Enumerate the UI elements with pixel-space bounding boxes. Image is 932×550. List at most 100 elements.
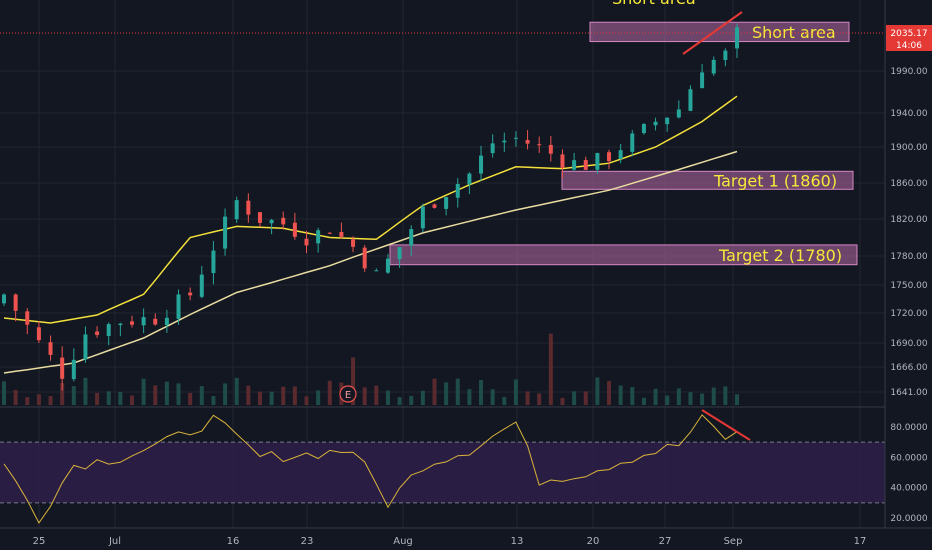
candle-body [479,155,484,174]
time-tick-label: 20 [587,536,600,547]
candle-body [164,317,169,326]
candle-body [13,294,18,311]
volume-bar [583,391,588,405]
volume-bar [25,397,30,405]
volume-bar [537,393,542,405]
volume-bar [409,395,414,405]
candle-body [653,121,658,126]
candle-body [292,222,297,237]
target1-zone[interactable]: Target 1 (1860) [561,170,854,190]
volume-bar [455,378,460,405]
volume-bar [618,385,623,405]
short-zone-label: Short area [752,23,836,42]
candle-body [595,153,600,170]
time-tick-label: Aug [393,536,413,547]
time-tick-label: 23 [301,536,314,547]
volume-bar [304,396,309,405]
candle-body [188,292,193,296]
volume-bar [176,383,181,405]
candle-body [618,150,623,159]
volume-bar [211,396,216,405]
volume-bar [106,391,111,405]
time-tick-label: 25 [33,536,46,547]
candle-body [490,143,495,154]
target2-zone-box [389,244,858,266]
volume-bar [711,387,716,405]
candle-body [246,200,251,215]
volume-bar [676,388,681,405]
volume-bar [36,394,41,405]
volume-bar [467,389,472,405]
rsi-axis-ticks: 80.0000 60.0000 40.0000 20.0000 [890,423,927,524]
candle-body [688,89,693,111]
volume-bar [560,397,565,405]
target2-zone[interactable]: Target 2 (1780) [389,244,858,266]
candle-body [48,342,53,355]
candle-body [83,334,88,360]
volume-bar [490,389,495,405]
candle-body [199,274,204,297]
candle-body [572,160,577,170]
volume-bar [432,378,437,405]
volume-bar [95,392,100,405]
top-cut-zone-label: Short area [612,0,696,8]
candle-body [327,232,332,234]
candle-body [513,137,518,139]
candle-body [211,250,216,274]
volume-bar [153,385,158,405]
candle-body [525,139,530,144]
price-tick-label: 1990.00 [890,67,927,77]
volume-bar [723,386,728,405]
volume-bars [2,333,739,405]
candle-body [630,133,635,152]
candle-body [583,160,588,170]
volume-bar [199,386,204,405]
volume-bar [653,388,658,405]
candle-body [560,154,565,168]
time-tick-label: Sep [724,536,743,547]
volume-bar [60,383,65,405]
candle-body [153,318,158,325]
candle-body [700,72,705,89]
short-zone[interactable]: Short area [589,21,850,43]
countdown-value: 14:06 [896,41,922,51]
current-price-tag-bg [886,25,932,51]
candle-body [385,258,390,273]
volume-bar [292,386,297,405]
volume-bar [502,397,507,405]
target1-zone-label: Target 1 (1860) [713,171,837,190]
volume-bar [641,397,646,405]
earnings-marker[interactable]: E [339,385,357,403]
volume-bar [374,385,379,405]
volume-bar [700,393,705,405]
price-tick-label: 1820.00 [890,215,927,225]
candle-body [36,327,41,341]
volume-bar [479,379,484,405]
volume-bar [118,391,123,405]
candle-body [362,247,367,269]
volume-bar [327,380,332,405]
candle-body [25,311,30,325]
price-tick-label: 1860.00 [890,179,927,189]
volume-bar [630,387,635,405]
price-axis-panel[interactable] [885,0,932,528]
volume-bar [129,395,134,405]
candle-body [641,123,646,134]
volume-bar [362,387,367,405]
candle-body [420,206,425,229]
time-tick-label: 13 [511,536,524,547]
time-axis-panel[interactable] [0,528,932,550]
volume-bar [420,390,425,405]
target1-zone-box [561,170,854,190]
volume-bar [164,381,169,405]
candle-body [444,197,449,209]
candle-body [432,204,437,208]
time-tick-label: Jul [108,536,121,547]
candle-body [269,219,274,224]
candle-body [607,152,612,162]
ema200-line [3,150,738,374]
rsi-line [3,414,738,524]
earnings-marker-label: E [345,390,351,401]
candle-body [735,27,739,49]
